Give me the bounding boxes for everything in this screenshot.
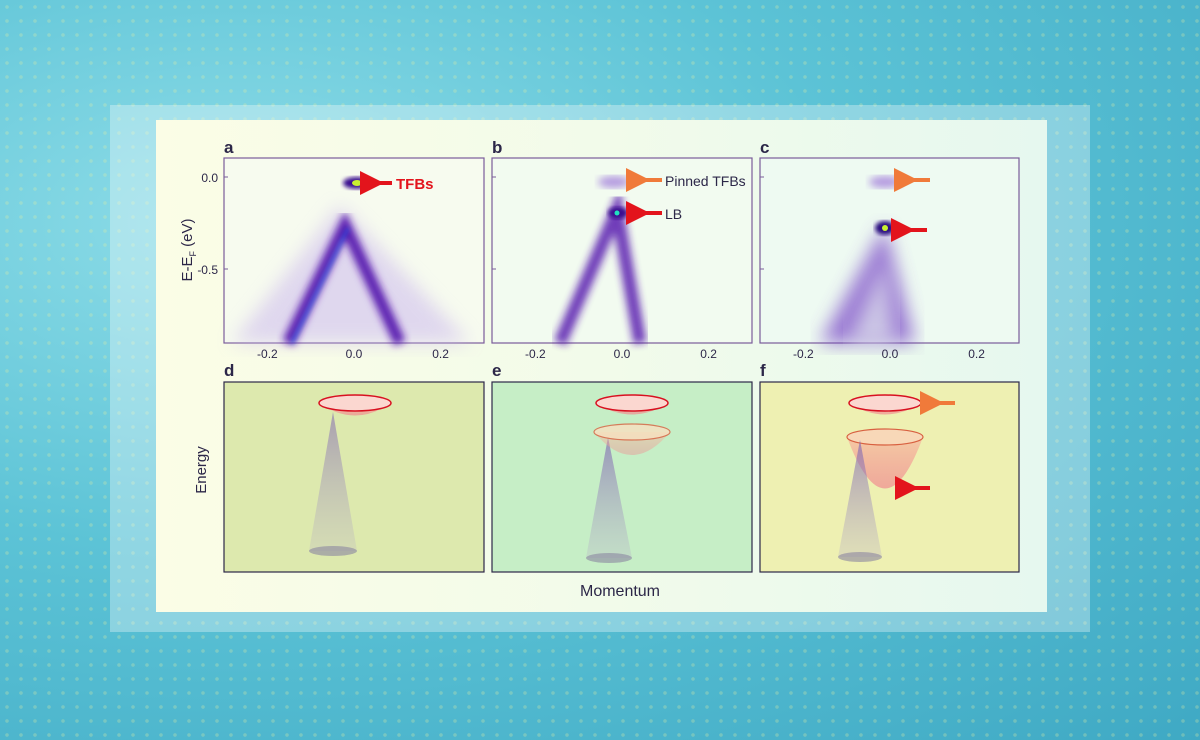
y-tick-neg05: -0.5 bbox=[197, 263, 218, 277]
tfb-disk bbox=[595, 394, 669, 412]
x-tick-label: -0.2 bbox=[525, 347, 546, 361]
dirac-cone bbox=[838, 440, 882, 557]
schematic-e bbox=[586, 394, 671, 563]
x-tick-label: 0.0 bbox=[882, 347, 899, 361]
dirac-cone bbox=[309, 412, 357, 551]
momentum-label: Momentum bbox=[580, 583, 660, 600]
tfb-disk bbox=[848, 394, 922, 412]
dirac-cone bbox=[586, 437, 632, 558]
panel-label-b: b bbox=[492, 138, 502, 157]
panel-label-c: c bbox=[760, 138, 769, 157]
tfb-disk bbox=[318, 394, 392, 412]
energy-label: Energy bbox=[193, 446, 210, 494]
annotation-tfbs: TFBs bbox=[396, 176, 434, 193]
band-background bbox=[232, 205, 470, 343]
panel-c bbox=[759, 157, 1020, 344]
y-tick-0: 0.0 bbox=[201, 171, 218, 185]
x-tick-label: 0.2 bbox=[432, 347, 449, 361]
panel-label-a: a bbox=[224, 138, 234, 157]
x-tick-label: -0.2 bbox=[793, 347, 814, 361]
x-tick-label: 0.2 bbox=[700, 347, 717, 361]
panel-a bbox=[223, 157, 485, 346]
x-tick-label: 0.0 bbox=[346, 347, 363, 361]
x-tick-label: -0.2 bbox=[257, 347, 278, 361]
y-axis-label: E-EF (eV) bbox=[179, 218, 198, 281]
x-tick-label: 0.0 bbox=[614, 347, 631, 361]
dirac-band bbox=[282, 211, 406, 346]
schematic-d bbox=[309, 394, 392, 556]
panel-label-d: d bbox=[224, 361, 234, 380]
panel-label-f: f bbox=[760, 361, 766, 380]
x-tick-label: 0.2 bbox=[968, 347, 985, 361]
panel-b bbox=[491, 157, 753, 346]
annotation-pinned-tfbs: Pinned TFBs bbox=[665, 173, 746, 189]
schematic-f bbox=[838, 391, 955, 562]
panel-label-e: e bbox=[492, 361, 501, 380]
annotation-lb: LB bbox=[665, 206, 682, 222]
